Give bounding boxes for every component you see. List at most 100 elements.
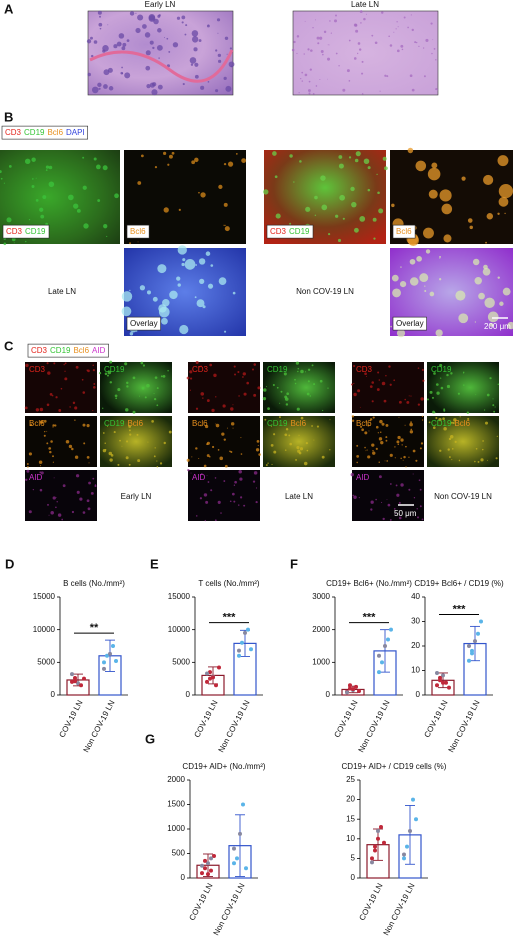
texture [489,323,494,327]
texture [153,397,157,401]
texture [356,455,360,458]
tile-image [427,362,499,413]
texture [64,362,67,365]
texture [104,372,108,376]
texture [61,518,64,521]
texture [164,36,165,38]
texture [38,460,43,464]
data-point [232,861,236,866]
texture [357,389,361,393]
texture [168,51,171,53]
texture [3,242,7,246]
texture [335,14,337,17]
channel-label: CD19 [104,365,125,374]
significance: ** [90,622,99,634]
channel-name: CD19 [289,227,310,236]
texture [229,47,233,50]
texture [223,162,227,166]
data-point [205,679,209,684]
texture [363,17,366,21]
texture [149,82,155,88]
texture [323,30,327,34]
texture [311,364,314,367]
texture [190,377,193,380]
texture [361,93,364,95]
tile-image [188,416,260,467]
texture [291,48,295,52]
texture [88,462,90,464]
texture [422,47,425,49]
texture [398,501,401,504]
fluorescence-tile: CD3 [351,362,425,413]
texture [98,372,102,375]
texture [467,417,470,421]
texture [448,456,451,458]
sample-label: Late LN [48,287,76,296]
texture [357,52,359,55]
texture [312,93,315,95]
texture [156,465,159,468]
texture [109,360,113,364]
data-point [441,680,445,685]
data-point [209,868,213,873]
texture [296,52,298,55]
texture [32,488,35,491]
texture [385,439,388,442]
texture [154,447,156,449]
overlay-label: Overlay [396,319,424,328]
texture [329,20,331,22]
texture [31,157,36,162]
texture [222,404,226,408]
texture [475,394,477,396]
texture [407,147,414,154]
texture [51,394,54,397]
texture [89,49,234,83]
texture [372,416,375,419]
y-tick-label: 20 [346,795,355,804]
texture [52,496,56,500]
texture [367,188,371,192]
texture [82,156,85,159]
y-tick-label: 0 [326,690,331,699]
data-point [444,680,448,685]
texture [393,508,396,510]
texture [72,401,76,405]
texture [74,419,76,421]
texture [457,392,460,395]
texture [262,397,267,401]
texture [226,53,228,55]
texture [359,10,363,14]
data-point [102,660,106,665]
texture [94,484,97,488]
texture [48,165,53,170]
texture [396,49,400,53]
texture [11,237,16,242]
texture [497,155,509,167]
texture [322,409,324,412]
texture [298,92,300,94]
data-point [379,825,383,830]
texture [307,48,310,51]
texture [241,158,247,164]
texture [99,27,102,30]
texture [442,417,445,421]
texture [79,497,83,501]
texture [409,422,413,427]
texture [267,407,270,411]
texture [46,430,48,432]
texture [431,52,433,55]
data-point [111,644,115,648]
texture [321,204,328,211]
texture [163,151,167,155]
y-tick-label: 15 [346,814,355,823]
texture [171,151,175,155]
texture [210,264,214,267]
texture [310,49,313,52]
texture [466,411,470,414]
texture [242,372,246,376]
texture [394,457,396,459]
texture [421,368,424,371]
texture [97,10,102,15]
texture [369,385,373,388]
texture [52,461,54,463]
